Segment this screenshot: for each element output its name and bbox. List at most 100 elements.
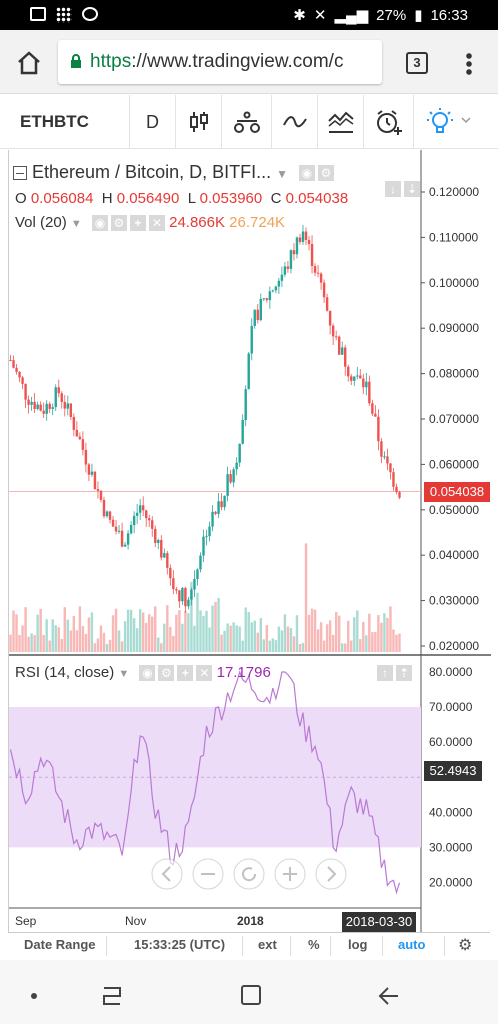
gear-icon[interactable]: ⚙ <box>158 665 175 682</box>
candle-body <box>304 231 308 240</box>
volume-bar <box>337 615 341 652</box>
time-tick-label: 2018 <box>237 914 264 928</box>
nav-dot-icon[interactable] <box>31 993 37 999</box>
log-toggle[interactable]: log <box>348 937 368 952</box>
candle-body <box>211 511 214 527</box>
volume-bar <box>229 625 232 652</box>
candle-body <box>151 520 154 529</box>
plus-icon[interactable]: + <box>177 665 194 682</box>
volume-bar <box>126 609 130 652</box>
ext-toggle[interactable]: ext <box>258 937 277 952</box>
eye-icon[interactable]: ◉ <box>91 215 108 232</box>
volume-bar <box>187 613 190 652</box>
chart-canvas[interactable]: 0.120000 0.110000 0.100000 0.090000 0.080000… <box>9 150 491 958</box>
volume-bar <box>223 630 226 652</box>
candle-body <box>380 441 383 457</box>
image-icon <box>30 7 46 21</box>
volume-bar <box>265 625 269 652</box>
crosshair-date-badge: 2018-03-30 <box>342 912 416 932</box>
volume-bar <box>253 620 256 652</box>
chevron-down-icon[interactable]: ▼ <box>70 218 82 230</box>
scroll-right-button[interactable] <box>315 858 347 890</box>
utc-time[interactable]: 15:33:25 (UTC) <box>134 937 226 952</box>
volume-bar <box>48 640 51 652</box>
candle-body <box>30 401 33 405</box>
compare-icon[interactable] <box>222 95 272 149</box>
symbol-selector[interactable]: ETHBTC <box>0 95 130 149</box>
rsi-line <box>9 670 401 895</box>
volume-bar <box>196 592 199 652</box>
url-field[interactable]: https://www.tradingview.com/c <box>58 40 382 84</box>
candle-body <box>322 282 326 298</box>
candle-body <box>386 456 389 464</box>
volume-bar <box>199 610 202 652</box>
tab-switcher-button[interactable]: 3 <box>406 52 428 74</box>
candle-body <box>60 393 63 402</box>
ideas-lightbulb-icon[interactable] <box>414 95 484 149</box>
home-icon[interactable] <box>16 50 42 76</box>
chevron-left-icon <box>161 866 171 882</box>
eye-icon[interactable]: ◉ <box>139 665 156 682</box>
candle-body <box>350 376 353 381</box>
percent-toggle[interactable]: % <box>308 937 320 952</box>
auto-toggle[interactable]: auto <box>398 937 426 952</box>
series-title-row[interactable]: Ethereum / Bitcoin, D, BITFI... ▼ ◉ ⚙ <box>13 162 335 183</box>
chevron-down-icon[interactable]: ▼ <box>276 167 288 181</box>
candles-icon[interactable] <box>176 95 222 149</box>
indicators-icon[interactable] <box>318 95 364 149</box>
candle-body <box>69 403 73 417</box>
candle-body <box>15 367 18 372</box>
candle-body <box>359 375 362 379</box>
volume-bar <box>331 634 335 652</box>
volume-bar <box>232 622 235 652</box>
reset-button[interactable] <box>233 858 265 890</box>
drawing-icon[interactable] <box>272 95 318 149</box>
volume-bar <box>371 632 374 652</box>
candle-body <box>33 401 36 409</box>
price-tick-label: 0.060000 <box>429 457 479 471</box>
candle-body <box>325 297 329 311</box>
volume-bar <box>274 640 278 652</box>
interval-selector[interactable]: D <box>130 95 176 149</box>
battery-percent: 27% <box>376 6 407 24</box>
volume-bar <box>12 610 15 652</box>
gear-icon[interactable]: ⚙ <box>458 937 473 954</box>
close-icon[interactable]: ✕ <box>148 215 165 232</box>
arrow-up-icon[interactable]: ↑ <box>377 665 393 682</box>
back-icon[interactable] <box>378 987 398 1005</box>
browser-bar: https://www.tradingview.com/c 3 <box>0 30 498 94</box>
volume-bar <box>389 606 392 652</box>
volume-bar <box>211 605 214 652</box>
home-button-icon[interactable] <box>241 985 261 1005</box>
plus-icon[interactable]: + <box>129 215 146 232</box>
chevron-down-icon[interactable]: ▼ <box>118 668 130 680</box>
chart-area[interactable]: 0.120000 0.110000 0.100000 0.090000 0.080000… <box>8 150 491 958</box>
arrow-down-icon[interactable]: ↓ <box>385 181 401 198</box>
rsi-legend[interactable]: RSI (14, close) ▼ ◉ ⚙ + ✕ 17.1796 <box>15 664 271 682</box>
candle-body <box>132 515 136 526</box>
alert-clock-icon[interactable] <box>364 95 414 149</box>
close-icon[interactable]: ✕ <box>196 665 213 682</box>
volume-bar <box>63 607 66 652</box>
date-range-button[interactable]: Date Range <box>24 937 96 952</box>
candle-body <box>99 490 103 500</box>
volume-bar <box>144 622 148 652</box>
volume-bar <box>18 635 21 652</box>
rsi-actions: ◉ ⚙ + ✕ <box>139 665 213 682</box>
scroll-left-button[interactable] <box>151 858 183 890</box>
eye-icon[interactable]: ◉ <box>299 165 316 182</box>
volume-bar <box>123 621 127 652</box>
gear-icon[interactable]: ⚙ <box>110 215 127 232</box>
candle-body <box>313 266 317 273</box>
volume-bar <box>30 633 33 652</box>
collapse-icon[interactable] <box>13 166 27 181</box>
volume-bar <box>105 643 109 652</box>
arrow-down-double-icon[interactable]: ⇣ <box>404 181 420 198</box>
recents-icon[interactable] <box>103 987 121 1005</box>
volume-legend[interactable]: Vol (20) ▼ ◉ ⚙ + ✕ 24.866K 26.724K <box>15 214 285 232</box>
overflow-menu-icon[interactable] <box>466 52 472 76</box>
arrow-up-double-icon[interactable]: ⇡ <box>396 665 412 682</box>
candle-body <box>214 511 217 514</box>
gear-icon[interactable]: ⚙ <box>318 165 335 182</box>
rsi-label: RSI (14, close) <box>15 664 115 681</box>
